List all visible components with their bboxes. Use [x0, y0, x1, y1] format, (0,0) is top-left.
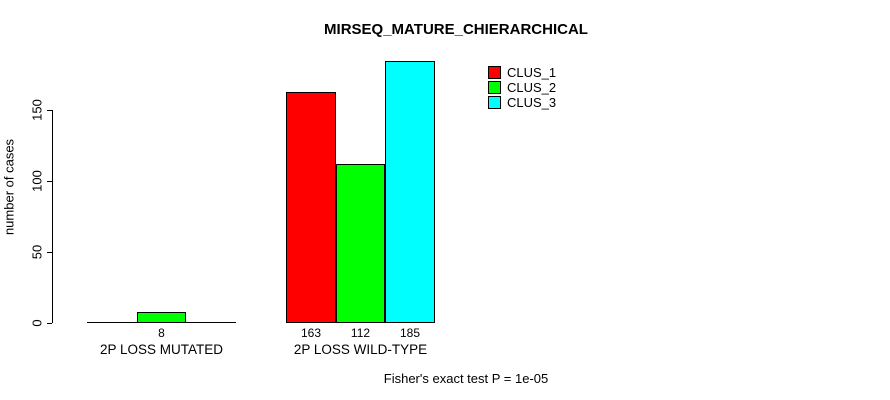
- y-tick-label: 150: [29, 99, 45, 121]
- bar-value-label: 8: [158, 326, 165, 340]
- y-tick-mark: [47, 110, 52, 111]
- legend-item: CLUS_2: [488, 80, 556, 95]
- legend-item: CLUS_3: [488, 95, 556, 110]
- y-tick-mark: [47, 181, 52, 182]
- y-tick-label: 50: [29, 244, 45, 260]
- bar-value-label: 163: [300, 326, 322, 340]
- bar-value-label: 112: [350, 326, 371, 340]
- y-tick-mark: [47, 252, 52, 253]
- legend: CLUS_1 CLUS_2 CLUS_3: [488, 65, 556, 110]
- category-label: 2P LOSS MUTATED: [99, 342, 224, 357]
- category-label: 2P LOSS WILD-TYPE: [293, 342, 428, 357]
- legend-label: CLUS_2: [507, 80, 557, 95]
- bar-clus_2: [336, 164, 385, 323]
- legend-label: CLUS_1: [507, 65, 557, 80]
- bar-clus_1: [286, 92, 336, 323]
- legend-item: CLUS_1: [488, 65, 556, 80]
- legend-swatch: [488, 66, 501, 79]
- y-axis-line: [52, 110, 53, 323]
- y-axis-label: number of cases: [1, 138, 17, 236]
- bar-clus_3: [385, 61, 435, 323]
- bar-value-label: 185: [399, 326, 421, 340]
- y-tick-label: 100: [29, 170, 45, 192]
- y-tick-mark: [47, 323, 52, 324]
- chart-title: MIRSEQ_MATURE_CHIERARCHICAL: [324, 21, 588, 38]
- y-tick-label: 0: [29, 319, 45, 327]
- legend-swatch: [488, 96, 501, 109]
- bar-clus_2: [137, 312, 186, 323]
- legend-label: CLUS_3: [507, 95, 557, 110]
- legend-swatch: [488, 81, 501, 94]
- annotation-text: Fisher's exact test P = 1e-05: [383, 371, 549, 386]
